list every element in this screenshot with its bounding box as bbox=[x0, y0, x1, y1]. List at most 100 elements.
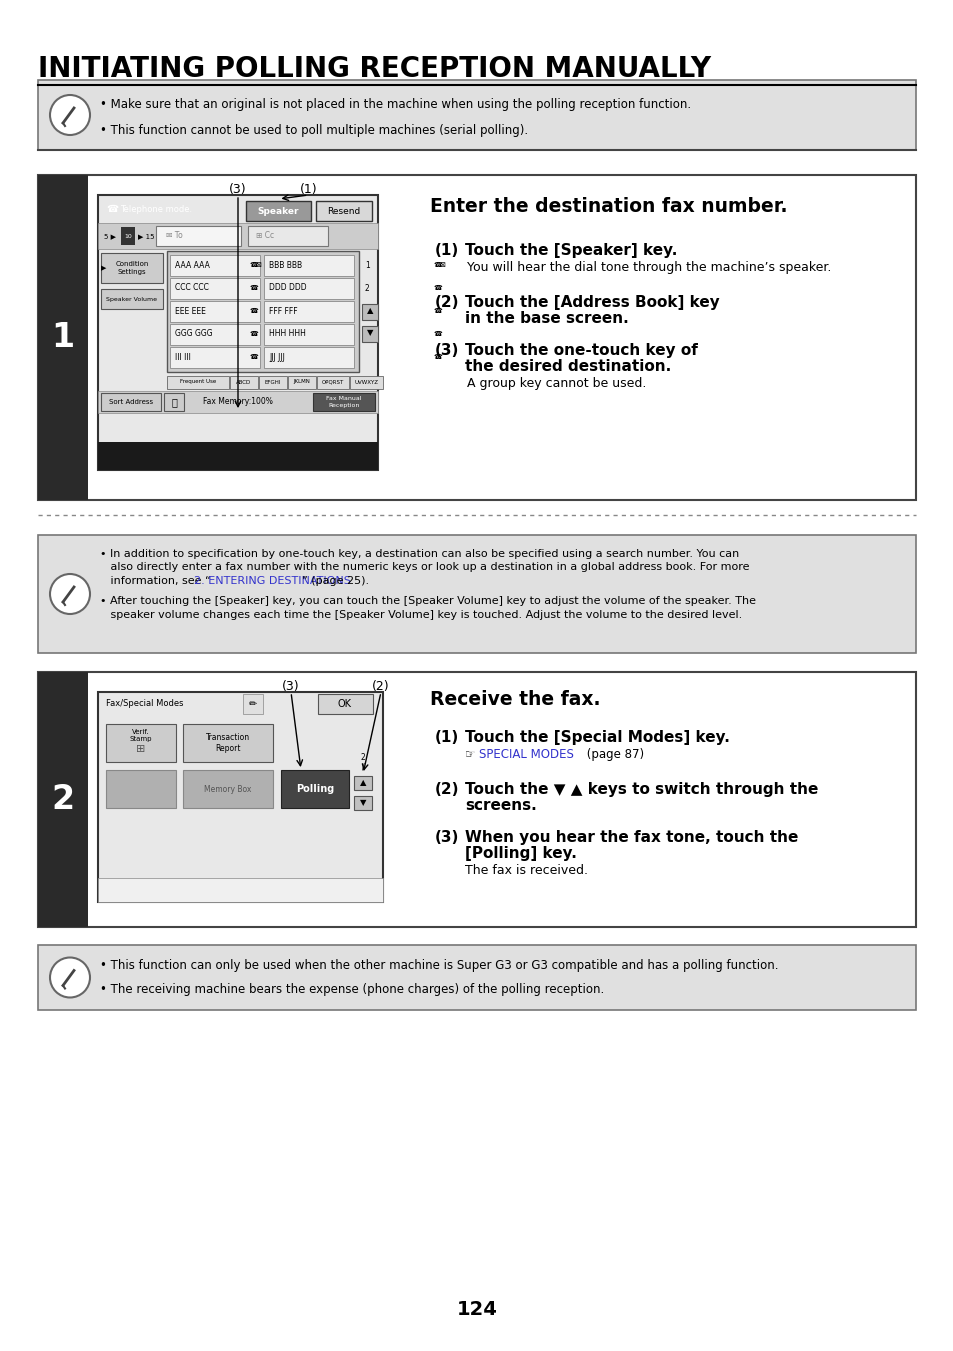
Text: ☎: ☎ bbox=[250, 331, 258, 336]
Text: Enter the destination fax number.: Enter the destination fax number. bbox=[430, 197, 786, 216]
Text: also directly enter a fax number with the numeric keys or look up a destination : also directly enter a fax number with th… bbox=[100, 562, 749, 573]
Text: Touch the ▼ ▲ keys to switch through the: Touch the ▼ ▲ keys to switch through the bbox=[464, 782, 818, 797]
Text: • After touching the [Speaker] key, you can touch the [Speaker Volume] key to ad: • After touching the [Speaker] key, you … bbox=[100, 596, 755, 607]
Bar bbox=[167, 251, 358, 372]
Text: 124: 124 bbox=[456, 1300, 497, 1319]
Text: Fax/Special Modes: Fax/Special Modes bbox=[106, 700, 183, 708]
Bar bbox=[246, 201, 311, 222]
Text: 5 ▶: 5 ▶ bbox=[104, 232, 116, 239]
Bar bbox=[230, 376, 257, 389]
Text: 2. ENTERING DESTINATIONS: 2. ENTERING DESTINATIONS bbox=[194, 576, 351, 586]
Text: (3): (3) bbox=[229, 182, 247, 196]
Bar bbox=[264, 255, 354, 276]
Text: 10: 10 bbox=[124, 234, 132, 239]
Bar bbox=[98, 223, 377, 249]
Bar bbox=[243, 694, 263, 713]
Text: ⊠: ⊠ bbox=[438, 262, 444, 267]
Text: ” (page 25).: ” (page 25). bbox=[302, 576, 369, 586]
Text: ▲: ▲ bbox=[359, 778, 366, 788]
Text: • Make sure that an original is not placed in the machine when using the polling: • Make sure that an original is not plac… bbox=[100, 99, 690, 111]
Text: (3): (3) bbox=[435, 343, 459, 358]
Text: DDD DDD: DDD DDD bbox=[269, 284, 306, 293]
Bar bbox=[317, 694, 373, 713]
Text: EFGHI: EFGHI bbox=[264, 380, 280, 385]
Bar bbox=[361, 326, 377, 342]
Bar bbox=[264, 278, 354, 299]
Text: GGG GGG: GGG GGG bbox=[174, 330, 213, 339]
Bar bbox=[101, 289, 163, 309]
Bar bbox=[354, 796, 372, 811]
Bar bbox=[38, 535, 915, 653]
Text: • This function cannot be used to poll multiple machines (serial polling).: • This function cannot be used to poll m… bbox=[100, 124, 528, 136]
Text: Verif.
Stamp: Verif. Stamp bbox=[130, 728, 152, 742]
Bar bbox=[170, 301, 260, 322]
Bar bbox=[38, 671, 88, 927]
Bar bbox=[183, 770, 273, 808]
Text: • In addition to specification by one-touch key, a destination can also be speci: • In addition to specification by one-to… bbox=[100, 549, 739, 559]
Text: [Polling] key.: [Polling] key. bbox=[464, 846, 577, 861]
Bar bbox=[313, 393, 375, 411]
Circle shape bbox=[50, 574, 90, 613]
Bar bbox=[106, 724, 175, 762]
Text: You will hear the dial tone through the machine’s speaker.: You will hear the dial tone through the … bbox=[467, 261, 830, 274]
Circle shape bbox=[50, 958, 90, 997]
Text: ☞: ☞ bbox=[464, 748, 478, 761]
Text: Touch the one-touch key of: Touch the one-touch key of bbox=[464, 343, 698, 358]
Text: 2
/: 2 / bbox=[360, 753, 365, 771]
Text: ⊠: ⊠ bbox=[254, 262, 260, 267]
Text: JKLMN: JKLMN bbox=[293, 380, 310, 385]
Text: ▼: ▼ bbox=[366, 328, 373, 338]
Bar bbox=[156, 226, 241, 246]
Bar bbox=[350, 376, 383, 389]
Text: ▶: ▶ bbox=[101, 265, 107, 272]
Text: (page 87): (page 87) bbox=[582, 748, 643, 761]
Text: CCC CCC: CCC CCC bbox=[174, 284, 209, 293]
Text: (3): (3) bbox=[282, 680, 299, 693]
Text: ✏: ✏ bbox=[249, 698, 256, 709]
Text: (2): (2) bbox=[435, 782, 459, 797]
Text: Resend: Resend bbox=[327, 207, 360, 216]
Bar bbox=[164, 393, 184, 411]
Text: ☎: ☎ bbox=[250, 285, 258, 290]
Text: FFF FFF: FFF FFF bbox=[269, 307, 297, 316]
Text: Frequent Use: Frequent Use bbox=[179, 380, 215, 385]
Bar bbox=[38, 671, 915, 927]
Text: 1: 1 bbox=[51, 322, 74, 354]
Bar bbox=[170, 324, 260, 345]
Text: the desired destination.: the desired destination. bbox=[464, 359, 671, 374]
Text: A group key cannot be used.: A group key cannot be used. bbox=[467, 377, 646, 390]
Text: screens.: screens. bbox=[464, 798, 537, 813]
Bar bbox=[98, 390, 377, 413]
Text: ☎: ☎ bbox=[434, 331, 442, 336]
Bar bbox=[38, 176, 915, 500]
Text: JJJ JJJ: JJJ JJJ bbox=[269, 353, 285, 362]
Circle shape bbox=[50, 95, 90, 135]
Bar bbox=[264, 324, 354, 345]
Text: ☎: ☎ bbox=[106, 204, 118, 213]
Text: in the base screen.: in the base screen. bbox=[464, 311, 628, 326]
Bar bbox=[264, 347, 354, 367]
Text: (1): (1) bbox=[299, 182, 317, 196]
Bar bbox=[167, 376, 229, 389]
Text: (1): (1) bbox=[435, 730, 458, 744]
Text: ☎: ☎ bbox=[250, 262, 258, 267]
Text: Telephone mode.: Telephone mode. bbox=[120, 204, 192, 213]
Text: Touch the [Address Book] key: Touch the [Address Book] key bbox=[464, 295, 719, 309]
Text: OPQRST: OPQRST bbox=[321, 380, 344, 385]
Bar bbox=[248, 226, 328, 246]
Text: information, see “: information, see “ bbox=[100, 576, 211, 586]
Bar bbox=[98, 692, 382, 902]
Bar bbox=[354, 775, 372, 790]
Bar bbox=[315, 201, 372, 222]
Text: Memory Box: Memory Box bbox=[204, 785, 252, 793]
Text: ☎: ☎ bbox=[434, 308, 442, 313]
Text: • This function can only be used when the other machine is Super G3 or G3 compat: • This function can only be used when th… bbox=[100, 959, 778, 971]
Text: Fax Memory:100%: Fax Memory:100% bbox=[203, 397, 273, 407]
Text: ▼: ▼ bbox=[359, 798, 366, 808]
Text: HHH HHH: HHH HHH bbox=[269, 330, 306, 339]
Bar bbox=[98, 878, 382, 902]
Text: Fax Manual
Reception: Fax Manual Reception bbox=[326, 396, 361, 408]
Bar bbox=[101, 253, 163, 282]
Text: ☎: ☎ bbox=[434, 262, 442, 267]
Text: ☎: ☎ bbox=[434, 354, 442, 359]
